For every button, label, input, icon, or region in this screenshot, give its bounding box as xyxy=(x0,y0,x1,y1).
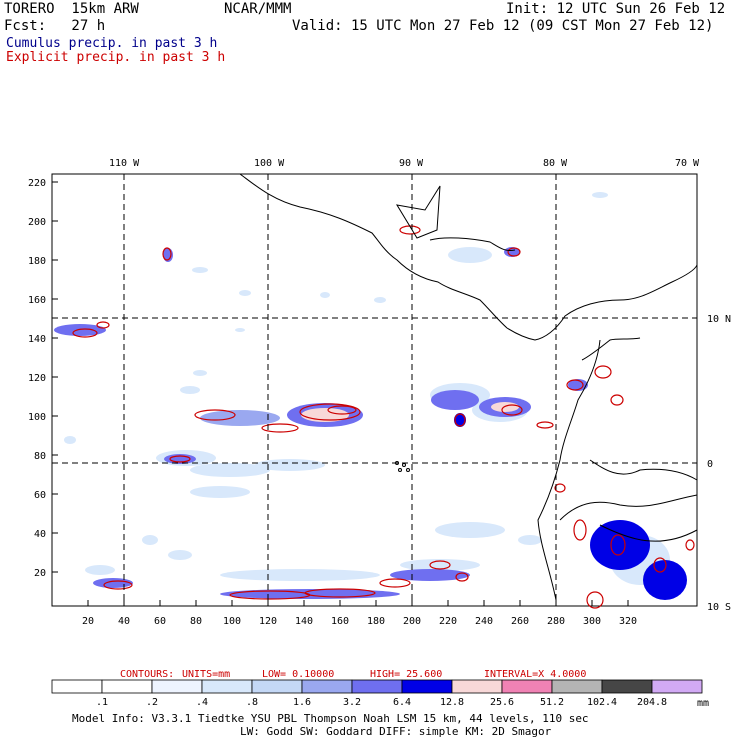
y-tick-label: 60 xyxy=(34,490,46,501)
colorbar-swatch xyxy=(101,679,153,694)
colorbar-swatch xyxy=(451,679,503,694)
y-tick-label: 80 xyxy=(34,451,46,462)
lon-label-100w: 100 W xyxy=(254,158,285,169)
cumulus-precip-cores xyxy=(54,247,687,600)
model-info-line1: Model Info: V3.3.1 Tiedtke YSU PBL Thomp… xyxy=(72,712,589,725)
colorbar-label: 204.8 xyxy=(637,697,667,708)
contours-interval: INTERVAL=X 4.0000 xyxy=(484,669,586,680)
center-name: NCAR/MMM xyxy=(224,1,292,17)
x-tick-label: 180 xyxy=(367,616,385,627)
coastlines xyxy=(239,173,698,601)
colorbar-label: .1 xyxy=(96,697,108,708)
colorbar-label: 1.6 xyxy=(293,697,311,708)
y-tick-label: 200 xyxy=(28,217,46,228)
x-tick-label: 260 xyxy=(511,616,529,627)
colorbar-label: 102.4 xyxy=(587,697,617,708)
colorbar-label: .4 xyxy=(196,697,208,708)
x-tick-label: 60 xyxy=(154,616,166,627)
contours-low: LOW= 0.10000 xyxy=(262,669,334,680)
colorbar-label: .2 xyxy=(146,697,158,708)
colorbar-unit: mm xyxy=(697,698,709,709)
lat-label-10n: 10 N xyxy=(707,314,731,325)
model-name: TORERO 15km ARW xyxy=(4,1,139,17)
x-tick-label: 300 xyxy=(583,616,601,627)
y-tick-label: 180 xyxy=(28,256,46,267)
cumulus-legend: Cumulus precip. in past 3 h xyxy=(6,36,218,51)
colorbar-swatch xyxy=(401,679,453,694)
init-time: Init: 12 UTC Sun 26 Feb 12 xyxy=(506,1,726,17)
colorbar-swatch xyxy=(651,679,703,694)
lon-label-90w: 90 W xyxy=(399,158,424,169)
x-tick-label: 120 xyxy=(259,616,277,627)
colorbar-swatch xyxy=(301,679,353,694)
lon-label-80w: 80 W xyxy=(543,158,568,169)
x-tick-label: 100 xyxy=(223,616,241,627)
colorbar-label: 25.6 xyxy=(490,697,514,708)
x-tick-label: 200 xyxy=(403,616,421,627)
colorbar-swatch xyxy=(201,679,253,694)
contours-units: UNITS=mm xyxy=(182,669,230,680)
y-tick-label: 100 xyxy=(28,412,46,423)
colorbar-swatch xyxy=(251,679,303,694)
explicit-precip-contours xyxy=(72,225,695,609)
colorbar: .1 .2 .4 .8 1.6 3.2 6.4 12.8 25.6 51.2 102.4 204.8 xyxy=(51,679,703,708)
colorbar-swatch xyxy=(351,679,403,694)
lon-label-70w: 70 W xyxy=(675,158,700,169)
colorbar-label: .8 xyxy=(246,697,258,708)
x-tick-label: 80 xyxy=(190,616,202,627)
colorbar-swatch xyxy=(551,679,603,694)
lon-label-110w: 110 W xyxy=(109,158,140,169)
x-tick-label: 240 xyxy=(475,616,493,627)
x-tick-label: 220 xyxy=(439,616,457,627)
model-info-line2: LW: Godd SW: Goddard DIFF: simple KM: 2D… xyxy=(240,725,552,738)
x-tick-label: 160 xyxy=(331,616,349,627)
colorbar-label: 6.4 xyxy=(393,697,411,708)
graticule xyxy=(52,174,697,606)
y-tick-label: 120 xyxy=(28,373,46,384)
colorbar-label: 3.2 xyxy=(343,697,361,708)
forecast-hour: Fcst: 27 h xyxy=(4,18,106,34)
valid-time: Valid: 15 UTC Mon 27 Feb 12 (09 CST Mon … xyxy=(292,18,714,34)
x-tick-label: 20 xyxy=(82,616,94,627)
colorbar-swatch xyxy=(151,679,203,694)
y-tick-label: 20 xyxy=(34,568,46,579)
colorbar-swatch xyxy=(601,679,653,694)
lat-label-0: 0 xyxy=(707,459,713,470)
explicit-legend: Explicit precip. in past 3 h xyxy=(6,50,226,65)
x-tick-label: 280 xyxy=(547,616,565,627)
colorbar-swatch xyxy=(51,679,103,694)
colorbar-label: 51.2 xyxy=(540,697,564,708)
x-tick-label: 40 xyxy=(118,616,130,627)
y-tick-label: 160 xyxy=(28,295,46,306)
x-tick-label: 320 xyxy=(619,616,637,627)
contours-label: CONTOURS: xyxy=(120,669,174,680)
colorbar-label: 12.8 xyxy=(440,697,464,708)
map-frame xyxy=(51,173,698,607)
x-axis-ticks: 20 40 60 80 100 120 140 160 180 200 220 240 260 280 30… xyxy=(82,600,637,627)
colorbar-swatch xyxy=(501,679,553,694)
contours-high: HIGH= 25.600 xyxy=(370,669,442,680)
y-tick-label: 220 xyxy=(28,178,46,189)
x-tick-label: 140 xyxy=(295,616,313,627)
y-tick-label: 40 xyxy=(34,529,46,540)
y-tick-label: 140 xyxy=(28,334,46,345)
lat-label-10s: 10 S xyxy=(707,602,731,613)
y-axis-ticks: 20 40 60 80 100 120 140 160 180 200 220 xyxy=(28,178,58,579)
